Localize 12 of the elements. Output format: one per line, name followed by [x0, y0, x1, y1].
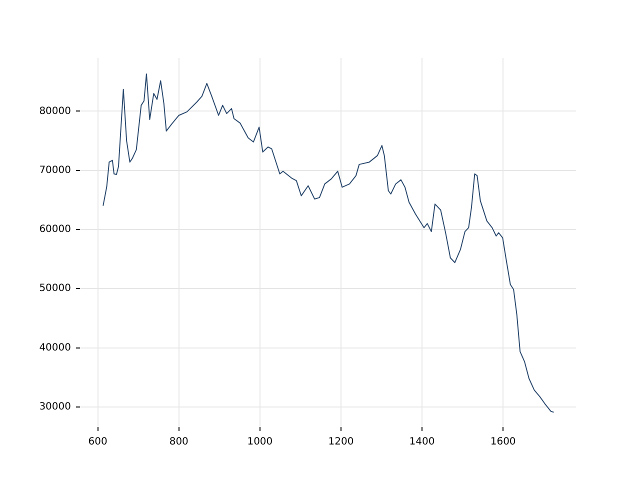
x-tick-label: 1000: [247, 436, 273, 448]
y-tick-label: 70000: [39, 164, 71, 176]
x-tick-label: 1400: [409, 436, 435, 448]
x-tick-label: 600: [88, 436, 108, 448]
y-tick-label: 80000: [39, 106, 71, 117]
y-tick-label: 60000: [39, 224, 71, 236]
x-tick-label: 1200: [328, 436, 354, 448]
x-tick-label: 800: [169, 436, 188, 448]
y-tick-label: 50000: [39, 283, 71, 294]
y-tick-label: 40000: [39, 342, 71, 354]
x-tick-label: 1600: [490, 436, 516, 448]
y-tick-label: 30000: [39, 401, 71, 412]
